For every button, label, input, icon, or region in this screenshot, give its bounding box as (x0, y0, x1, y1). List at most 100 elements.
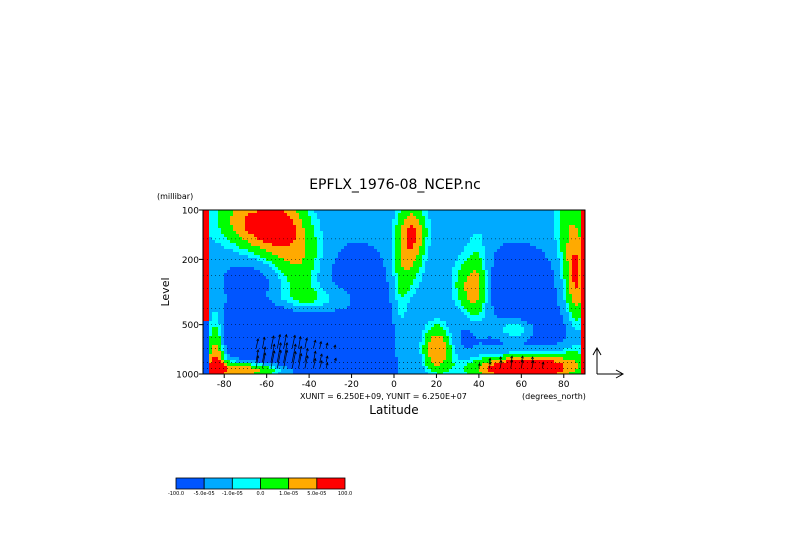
contour-cell (575, 324, 579, 328)
contour-cell (230, 270, 234, 274)
contour-cell (554, 258, 558, 262)
contour-cell (308, 216, 312, 220)
contour-cell (437, 288, 441, 292)
contour-cell (473, 267, 477, 271)
contour-cell (410, 210, 414, 214)
contour-cell (404, 249, 408, 253)
contour-cell (539, 246, 543, 250)
contour-cell (269, 303, 273, 307)
contour-cell (413, 240, 417, 244)
contour-cell (422, 297, 426, 301)
contour-cell (206, 267, 210, 271)
contour-cell (491, 309, 495, 313)
contour-cell (476, 258, 480, 262)
contour-cell (221, 315, 225, 319)
contour-cell (353, 249, 357, 253)
contour-cell (455, 249, 459, 253)
contour-cell (383, 228, 387, 232)
contour-cell (260, 282, 264, 286)
contour-cell (287, 219, 291, 223)
contour-cell (236, 288, 240, 292)
contour-cell (569, 234, 573, 238)
contour-cell (422, 285, 426, 289)
contour-cell (560, 318, 564, 322)
contour-cell (413, 270, 417, 274)
contour-cell (320, 216, 324, 220)
contour-cell (209, 228, 213, 232)
contour-cell (575, 228, 579, 232)
contour-cell (251, 255, 255, 259)
contour-cell (305, 270, 309, 274)
contour-cell (221, 222, 225, 226)
contour-cell (539, 294, 543, 298)
contour-cell (521, 303, 525, 307)
contour-cell (422, 222, 426, 226)
contour-cell (581, 210, 585, 214)
contour-cell (485, 246, 489, 250)
contour-cell (305, 273, 309, 277)
contour-cell (335, 249, 339, 253)
contour-cell (497, 312, 501, 316)
contour-cell (422, 258, 426, 262)
contour-cell (443, 228, 447, 232)
contour-cell (407, 252, 411, 256)
contour-cell (272, 216, 276, 220)
contour-cell (464, 312, 468, 316)
contour-cell (221, 240, 225, 244)
contour-cell (371, 228, 375, 232)
contour-cell (413, 297, 417, 301)
contour-cell (374, 324, 378, 328)
contour-cell (407, 237, 411, 241)
contour-cell (218, 282, 222, 286)
contour-cell (518, 261, 522, 265)
contour-cell (419, 276, 423, 280)
contour-cell (281, 237, 285, 241)
contour-cell (269, 264, 273, 268)
contour-cell (377, 279, 381, 283)
contour-cell (542, 309, 546, 313)
contour-cell (287, 303, 291, 307)
contour-cell (245, 264, 249, 268)
contour-cell (413, 210, 417, 214)
contour-cell (314, 318, 318, 322)
contour-cell (518, 255, 522, 259)
contour-cell (269, 240, 273, 244)
contour-cell (401, 261, 405, 265)
contour-cell (350, 258, 354, 262)
contour-cell (350, 276, 354, 280)
contour-cell (359, 240, 363, 244)
contour-cell (518, 249, 522, 253)
contour-cell (542, 297, 546, 301)
contour-cell (386, 222, 390, 226)
contour-cell (236, 249, 240, 253)
contour-cell (296, 318, 300, 322)
contour-cell (464, 222, 468, 226)
contour-cell (479, 225, 483, 229)
contour-cell (287, 276, 291, 280)
contour-cell (362, 234, 366, 238)
contour-cell (491, 324, 495, 328)
contour-cell (401, 312, 405, 316)
contour-cell (533, 294, 537, 298)
contour-cell (296, 288, 300, 292)
contour-cell (554, 324, 558, 328)
contour-cell (461, 231, 465, 235)
contour-cell (230, 243, 234, 247)
contour-cell (488, 273, 492, 277)
contour-cell (377, 273, 381, 277)
contour-cell (287, 294, 291, 298)
contour-cell (215, 261, 219, 265)
contour-cell (209, 240, 213, 244)
contour-cell (257, 294, 261, 298)
contour-cell (440, 249, 444, 253)
contour-cell (464, 216, 468, 220)
contour-cell (422, 315, 426, 319)
contour-cell (446, 255, 450, 259)
contour-cell (209, 246, 213, 250)
contour-cell (440, 231, 444, 235)
contour-cell (527, 315, 531, 319)
contour-cell (458, 222, 462, 226)
contour-cell (497, 324, 501, 328)
contour-cell (260, 264, 264, 268)
contour-cell (359, 312, 363, 316)
